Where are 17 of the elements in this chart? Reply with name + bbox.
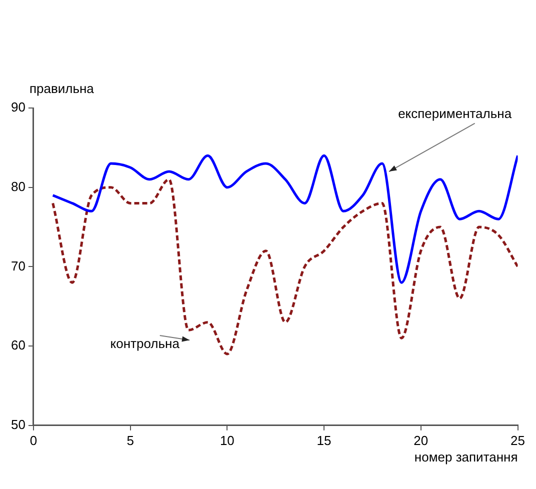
y-tick-label: 70	[10, 258, 26, 274]
y-tick-label: 50	[10, 416, 26, 432]
line-series	[52, 154, 518, 284]
y-axis-title: правильна	[29, 81, 95, 96]
y-tick-label: 80	[10, 178, 26, 194]
text: експериментальна	[398, 106, 512, 121]
series-label: контрольна	[110, 336, 180, 352]
line-series	[52, 178, 518, 356]
x-tick-label: 25	[510, 432, 526, 448]
x-axis-title: номер запитання	[414, 449, 518, 464]
x-tick-label: 5	[126, 432, 134, 448]
x-tick-label: 15	[316, 432, 332, 448]
x-tick-label: 0	[30, 432, 38, 448]
x-tick-label: 20	[414, 432, 428, 448]
y-tick-label: 90	[10, 100, 26, 115]
y-tick-label: 60	[10, 338, 26, 353]
x-tick-label: 10	[220, 432, 234, 448]
